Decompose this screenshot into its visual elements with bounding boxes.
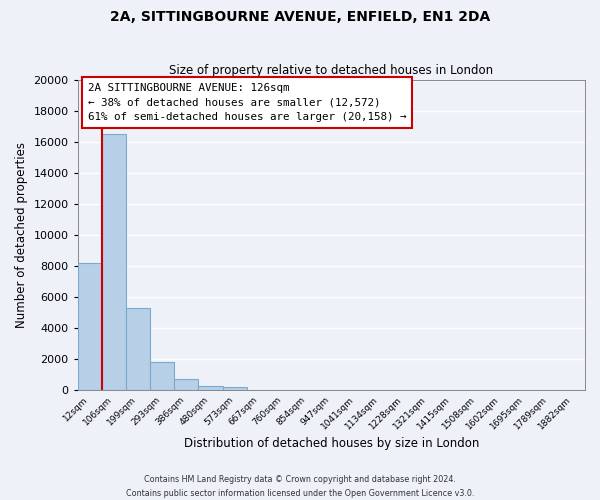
Bar xyxy=(199,386,223,390)
X-axis label: Distribution of detached houses by size in London: Distribution of detached houses by size … xyxy=(184,437,479,450)
Text: 2A, SITTINGBOURNE AVENUE, ENFIELD, EN1 2DA: 2A, SITTINGBOURNE AVENUE, ENFIELD, EN1 2… xyxy=(110,10,490,24)
Text: Contains HM Land Registry data © Crown copyright and database right 2024.
Contai: Contains HM Land Registry data © Crown c… xyxy=(126,476,474,498)
Y-axis label: Number of detached properties: Number of detached properties xyxy=(15,142,28,328)
Bar xyxy=(223,388,247,390)
Title: Size of property relative to detached houses in London: Size of property relative to detached ho… xyxy=(169,64,493,77)
Bar xyxy=(150,362,175,390)
Text: 2A SITTINGBOURNE AVENUE: 126sqm
← 38% of detached houses are smaller (12,572)
61: 2A SITTINGBOURNE AVENUE: 126sqm ← 38% of… xyxy=(88,82,406,122)
Bar xyxy=(102,134,126,390)
Bar xyxy=(175,379,199,390)
Bar xyxy=(126,308,150,390)
Bar xyxy=(78,263,102,390)
